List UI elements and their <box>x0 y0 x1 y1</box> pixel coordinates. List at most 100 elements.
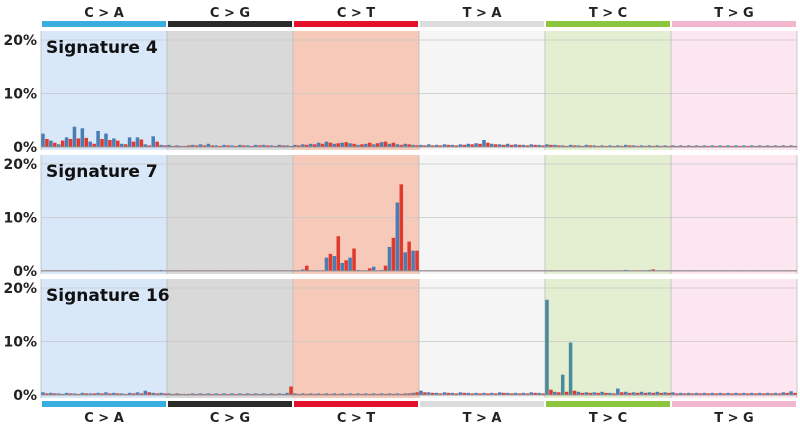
signature-bar <box>785 145 789 147</box>
signature-bar <box>525 145 530 147</box>
signature-bar <box>391 237 396 271</box>
signature-bar <box>588 392 593 395</box>
signature-bar <box>64 392 69 395</box>
signature-bar <box>253 393 258 395</box>
signature-bar <box>139 139 144 147</box>
signature-bar <box>403 252 407 271</box>
signature-bar <box>371 144 376 147</box>
signature-bar <box>395 202 400 271</box>
signature-bar <box>324 257 329 271</box>
signature-bar <box>612 145 616 147</box>
signature-bar <box>635 392 640 395</box>
signature-title: Signature 4 <box>46 38 158 58</box>
top-mutation-header: C > A C > G C > T T > A T > C T > G <box>42 6 796 27</box>
signature-bar <box>690 393 695 395</box>
signature-bar <box>202 145 207 147</box>
mutation-group-background <box>671 279 797 398</box>
signature-bar <box>151 392 155 395</box>
signature-bar <box>710 392 715 395</box>
signature-bar <box>123 393 128 395</box>
signature-bar <box>190 393 195 395</box>
signature-bar <box>702 145 707 147</box>
signature-bar <box>442 144 447 147</box>
signature-bar <box>96 130 100 147</box>
signature-bar <box>620 145 624 147</box>
signature-bar <box>580 392 585 395</box>
signature-bar <box>521 144 526 147</box>
signature-bar <box>749 392 754 395</box>
signature-bar <box>753 393 758 395</box>
signature-bar <box>135 137 140 147</box>
signature-bar <box>285 145 289 147</box>
signature-bar <box>769 393 774 395</box>
signature-bar <box>159 392 163 395</box>
signature-bar <box>781 392 785 395</box>
signature-bar <box>123 144 128 147</box>
top-mutation-label: C > G <box>210 6 250 21</box>
signature-bar <box>356 144 360 147</box>
signature-bar <box>379 142 384 147</box>
top-mutation-label: T > C <box>589 6 627 21</box>
signature-panel: 0% 10% 20% Signature 4 <box>3 31 798 156</box>
bottom-mutation-color-bar <box>168 401 292 407</box>
signature-bar <box>718 145 722 147</box>
signature-bar <box>458 144 463 147</box>
signature-bar <box>41 133 45 147</box>
signature-bar <box>194 145 199 147</box>
signature-bar <box>486 142 490 147</box>
signature-bar <box>135 392 140 395</box>
bottom-mutation-label: T > C <box>589 411 627 426</box>
signature-bar <box>730 145 734 147</box>
signature-bar <box>407 241 411 271</box>
signature-bar <box>356 269 360 271</box>
signature-bar <box>360 144 364 147</box>
signature-bar <box>647 392 652 395</box>
signature-bar <box>336 143 341 147</box>
signature-bar <box>328 253 333 271</box>
signature-bar <box>517 144 522 147</box>
signature-bar <box>690 145 695 147</box>
signature-bar <box>312 393 317 395</box>
signature-bar <box>104 392 108 395</box>
signature-bar <box>108 393 112 395</box>
signature-panel: 0% 10% 20% Signature 16 <box>3 279 798 404</box>
y-tick-label: 0% <box>13 140 37 156</box>
signature-bar <box>84 393 89 395</box>
signature-bar <box>557 392 561 395</box>
top-mutation-color-bar <box>294 21 418 27</box>
signature-bar <box>651 145 656 147</box>
signature-bar <box>171 393 175 395</box>
signature-bar <box>155 393 159 395</box>
signature-bar <box>643 145 648 147</box>
signature-bar <box>53 393 57 395</box>
signature-bar <box>773 392 778 395</box>
signature-bar <box>403 393 407 395</box>
signature-bar <box>592 145 596 147</box>
bottom-mutation-color-bar <box>42 401 166 407</box>
top-mutation-label: T > A <box>463 6 502 21</box>
signature-bar <box>41 392 45 395</box>
signature-bar <box>293 393 297 395</box>
signature-bar <box>147 392 152 395</box>
signature-bar <box>549 389 553 395</box>
signature-bar <box>387 246 392 271</box>
signature-bar <box>454 145 459 147</box>
signature-bar <box>206 393 211 395</box>
signature-bar <box>293 144 297 147</box>
y-tick-label: 20% <box>3 157 37 173</box>
signature-bar <box>639 391 644 395</box>
signature-bar <box>438 145 443 147</box>
signature-bar <box>340 262 344 271</box>
signature-bar <box>53 142 57 147</box>
signature-bar <box>659 145 663 147</box>
y-tick-label: 0% <box>13 388 37 404</box>
signature-bar <box>604 145 608 147</box>
signature-bar <box>379 393 384 395</box>
signature-bar <box>399 184 404 271</box>
signature-bar <box>312 144 317 147</box>
signature-bar <box>88 393 92 395</box>
signature-bar <box>608 392 612 395</box>
signature-bar <box>375 393 380 395</box>
signature-bar <box>714 393 719 395</box>
